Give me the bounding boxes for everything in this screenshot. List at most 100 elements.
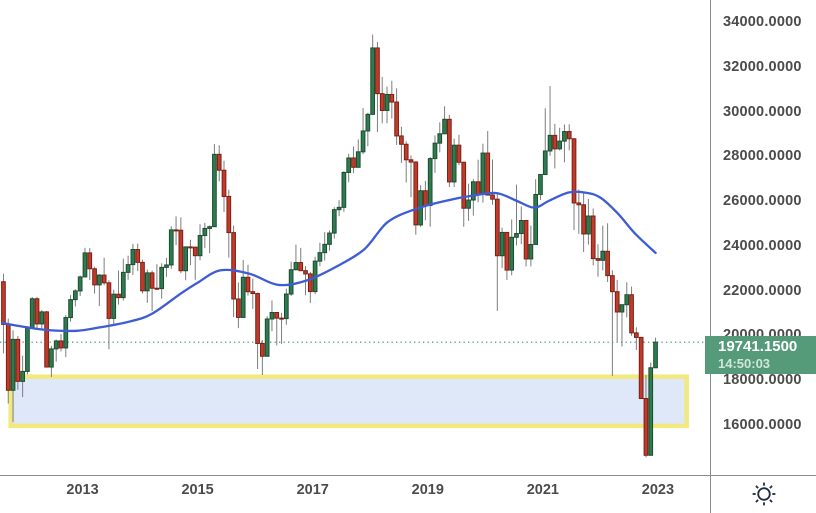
candle: [423, 180, 428, 221]
candle: [168, 226, 174, 269]
candle: [547, 86, 553, 156]
candle: [245, 264, 251, 296]
candle: [140, 259, 145, 294]
candle: [73, 289, 78, 307]
y-axis-label: 26000.0000: [723, 193, 802, 210]
candle-body-down: [581, 204, 586, 235]
candle: [485, 131, 491, 196]
candle-body-down: [149, 272, 155, 289]
candle-body-up: [125, 264, 131, 273]
x-axis-label: 2013: [66, 482, 99, 498]
candle-body-down: [379, 93, 385, 111]
candle: [269, 300, 275, 332]
candle: [437, 122, 443, 153]
candle: [307, 271, 313, 304]
candle: [331, 207, 337, 239]
candle-body-up: [130, 249, 136, 266]
candle: [365, 112, 371, 147]
x-axis-label: 2015: [181, 482, 214, 498]
candle-body-down: [106, 282, 112, 319]
candle-body-up: [538, 174, 543, 195]
candle-body-down: [595, 258, 601, 261]
candle-body-down: [504, 231, 510, 271]
candle: [494, 192, 500, 311]
candle: [413, 161, 419, 235]
candle: [408, 155, 414, 198]
candle: [159, 263, 165, 299]
candle-body-up: [499, 231, 505, 257]
candle-body-down: [629, 294, 634, 334]
candle-body-up: [96, 274, 102, 286]
candle-body-down: [274, 311, 280, 319]
time-axis[interactable]: 2013 2015 2017 2019 2021 2023: [0, 475, 710, 513]
candle-body-up: [53, 340, 59, 350]
candle: [212, 144, 217, 228]
candle-body-down: [34, 298, 40, 325]
candle: [552, 123, 558, 169]
candle-body-down: [475, 181, 481, 195]
candle-body-up: [619, 304, 625, 313]
candle: [255, 292, 260, 370]
candle: [130, 243, 136, 275]
candle-body-down: [408, 159, 414, 163]
candle-body-up: [197, 234, 203, 257]
candle-body-down: [15, 338, 21, 382]
price-axis[interactable]: 34000.0000 32000.0000 30000.0000 28000.0000…: [710, 0, 816, 475]
candle: [643, 374, 649, 458]
candle: [49, 345, 54, 377]
candle-body-down: [87, 252, 93, 270]
candle-body-down: [423, 190, 428, 207]
candle: [447, 114, 452, 188]
candle-body-down: [375, 47, 380, 95]
candle-body-up: [240, 276, 246, 318]
candle-body-up: [600, 250, 606, 261]
candle-body-up: [322, 243, 328, 254]
candle: [77, 275, 83, 296]
candle-body-up: [183, 246, 189, 272]
y-axis-label: 34000.0000: [723, 14, 802, 31]
candle-body-down: [461, 161, 467, 209]
candle: [557, 127, 562, 151]
candle: [360, 108, 366, 155]
candle-body-down: [1, 281, 6, 325]
candle-body-down: [389, 93, 395, 103]
candle-body-down: [494, 198, 500, 257]
candle: [432, 135, 438, 173]
support-zone-rectangle[interactable]: [8, 374, 689, 429]
candle: [451, 138, 457, 188]
candle-body-down: [403, 143, 409, 161]
candle: [514, 184, 519, 246]
candle: [197, 224, 203, 261]
candle: [96, 273, 102, 307]
candle-body-up: [442, 118, 447, 135]
candle-body-down: [456, 144, 462, 163]
candle: [566, 124, 572, 151]
candle-body-down: [221, 169, 227, 197]
candle: [523, 219, 529, 267]
candle: [590, 208, 596, 266]
candle-body-down: [634, 332, 639, 338]
candle: [595, 244, 601, 277]
candle-body-up: [10, 338, 16, 391]
candle-body-up: [355, 151, 361, 168]
chart-settings-sun-icon[interactable]: [752, 482, 776, 506]
candle-body-up: [164, 264, 169, 268]
candle: [221, 160, 227, 212]
candle: [58, 334, 64, 352]
candle-body-down: [101, 274, 107, 284]
candle-body-down: [140, 261, 145, 292]
candle: [135, 243, 141, 272]
candle-body-up: [514, 233, 519, 238]
candle: [25, 326, 30, 375]
candle: [274, 311, 280, 346]
candle-body-up: [207, 226, 212, 229]
candle: [470, 179, 476, 216]
candle: [466, 183, 471, 221]
candle: [10, 330, 16, 423]
candle-body-up: [562, 131, 567, 142]
candle-body-down: [576, 202, 582, 206]
candle-body-down: [154, 287, 160, 290]
x-axis-label: 2023: [641, 482, 675, 498]
candle: [576, 189, 582, 234]
